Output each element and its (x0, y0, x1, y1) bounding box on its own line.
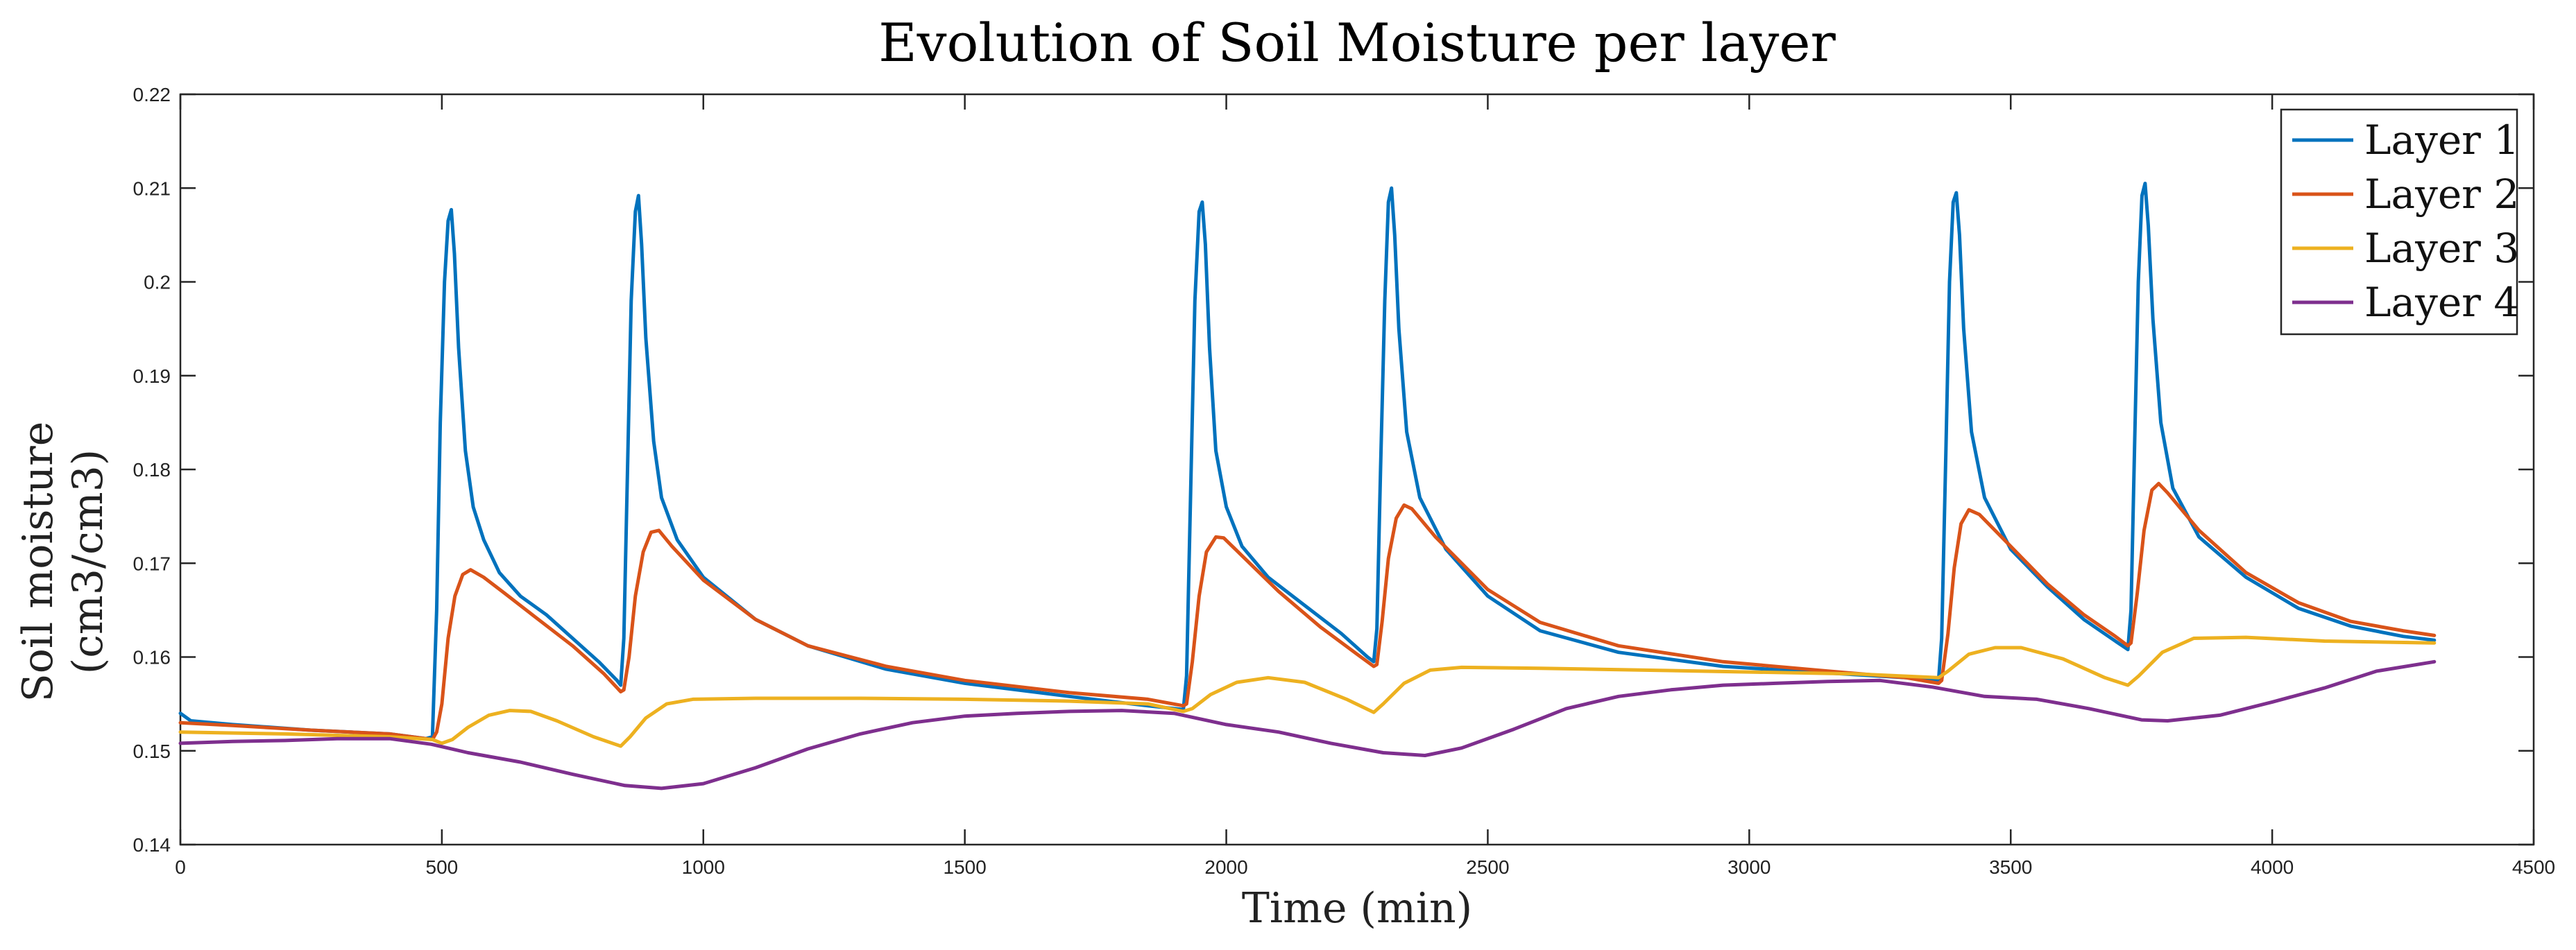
x-tick-label: 500 (426, 856, 459, 878)
y-tick-label: 0.16 (133, 647, 171, 668)
plot-area-frame (179, 93, 2535, 846)
series-line-layer-2 (178, 481, 2437, 741)
x-tick-label: 2500 (1466, 856, 1509, 878)
y-tick-label: 0.19 (133, 365, 171, 387)
legend-label-layer-1: Layer 1 (2364, 116, 2519, 164)
y-tick-label: 0.15 (133, 741, 171, 762)
legend-box (2280, 108, 2518, 336)
axis-tick-labels: 0 500 1000 1500 2000 2500 3000 3500 4000 4500 0.14… (133, 84, 2556, 878)
chart-title: Evolution of Soil Moisture per layer (878, 12, 1836, 74)
x-tick-label: 1500 (944, 856, 987, 878)
y-tick-label: 0.2 (144, 272, 171, 293)
series-line-layer-4 (178, 659, 2437, 791)
y-tick-label: 0.18 (133, 459, 171, 481)
y-tick-label: 0.22 (133, 84, 171, 105)
y-tick-label: 0.14 (133, 834, 171, 856)
x-axis-label: Time (min) (1242, 884, 1472, 933)
data-series (178, 182, 2437, 791)
y-tick-label: 0.17 (133, 553, 171, 574)
x-tick-label: 2000 (1204, 856, 1247, 878)
series-line-layer-1 (178, 182, 2437, 741)
axis-ticks (179, 93, 2535, 846)
x-tick-label: 3000 (1728, 856, 1771, 878)
legend-label-layer-3: Layer 3 (2364, 225, 2519, 272)
x-tick-label: 1000 (682, 856, 725, 878)
legend-label-layer-4: Layer 4 (2364, 279, 2519, 326)
legend: Layer 1 Layer 2 Layer 3 Layer 4 (2280, 108, 2519, 336)
y-axis-label-line-2: (cm3/cm3) (64, 449, 112, 674)
x-tick-label: 4000 (2251, 856, 2294, 878)
y-axis-label-line-1: Soil moisture (14, 422, 62, 702)
x-tick-label: 3500 (1989, 856, 2032, 878)
y-axis-label: Soil moisture (cm3/cm3) (14, 422, 112, 702)
x-tick-label: 0 (175, 856, 186, 878)
y-tick-label: 0.21 (133, 178, 171, 199)
legend-label-layer-2: Layer 2 (2364, 171, 2519, 218)
series-line-layer-3 (178, 635, 2437, 748)
x-tick-label: 4500 (2512, 856, 2555, 878)
